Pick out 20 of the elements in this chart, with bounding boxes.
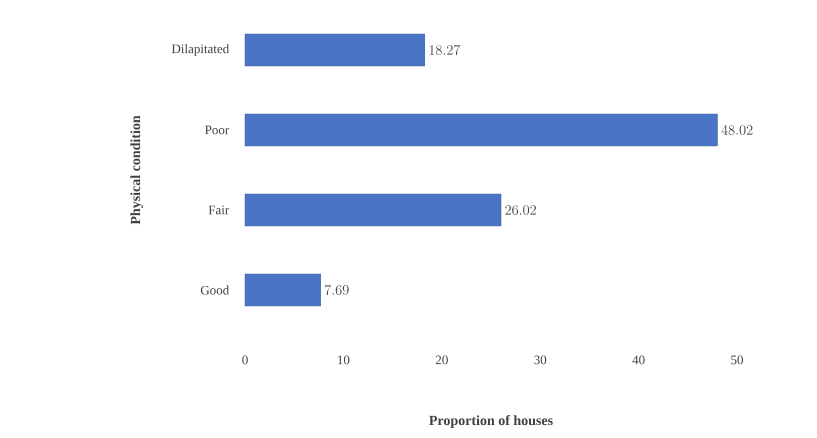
y-tick-label: Good (200, 285, 230, 295)
y-tick-label: Dilapitated (172, 44, 230, 56)
x-tick-label: 10 (338, 356, 350, 364)
x-tick-label: 40 (632, 356, 645, 364)
x-tick-label: 20 (436, 356, 448, 364)
data-label: 7.69 (324, 284, 349, 295)
bar (244, 34, 425, 66)
y-axis-title: Physical condition (130, 116, 144, 224)
x-tick-label: 0 (242, 356, 248, 364)
x-axis-title: Proportion of houses (429, 415, 553, 428)
x-tick-label: 30 (534, 356, 546, 364)
x-tick-label: 50 (731, 356, 743, 364)
bar (244, 274, 321, 306)
data-label: 26.02 (505, 205, 536, 215)
y-tick-label: Fair (208, 206, 230, 214)
data-label: 48.02 (721, 124, 752, 135)
data-label: 18.27 (430, 44, 460, 55)
bar (244, 114, 718, 146)
y-tick-label: Poor (205, 126, 230, 134)
bar (244, 194, 502, 226)
